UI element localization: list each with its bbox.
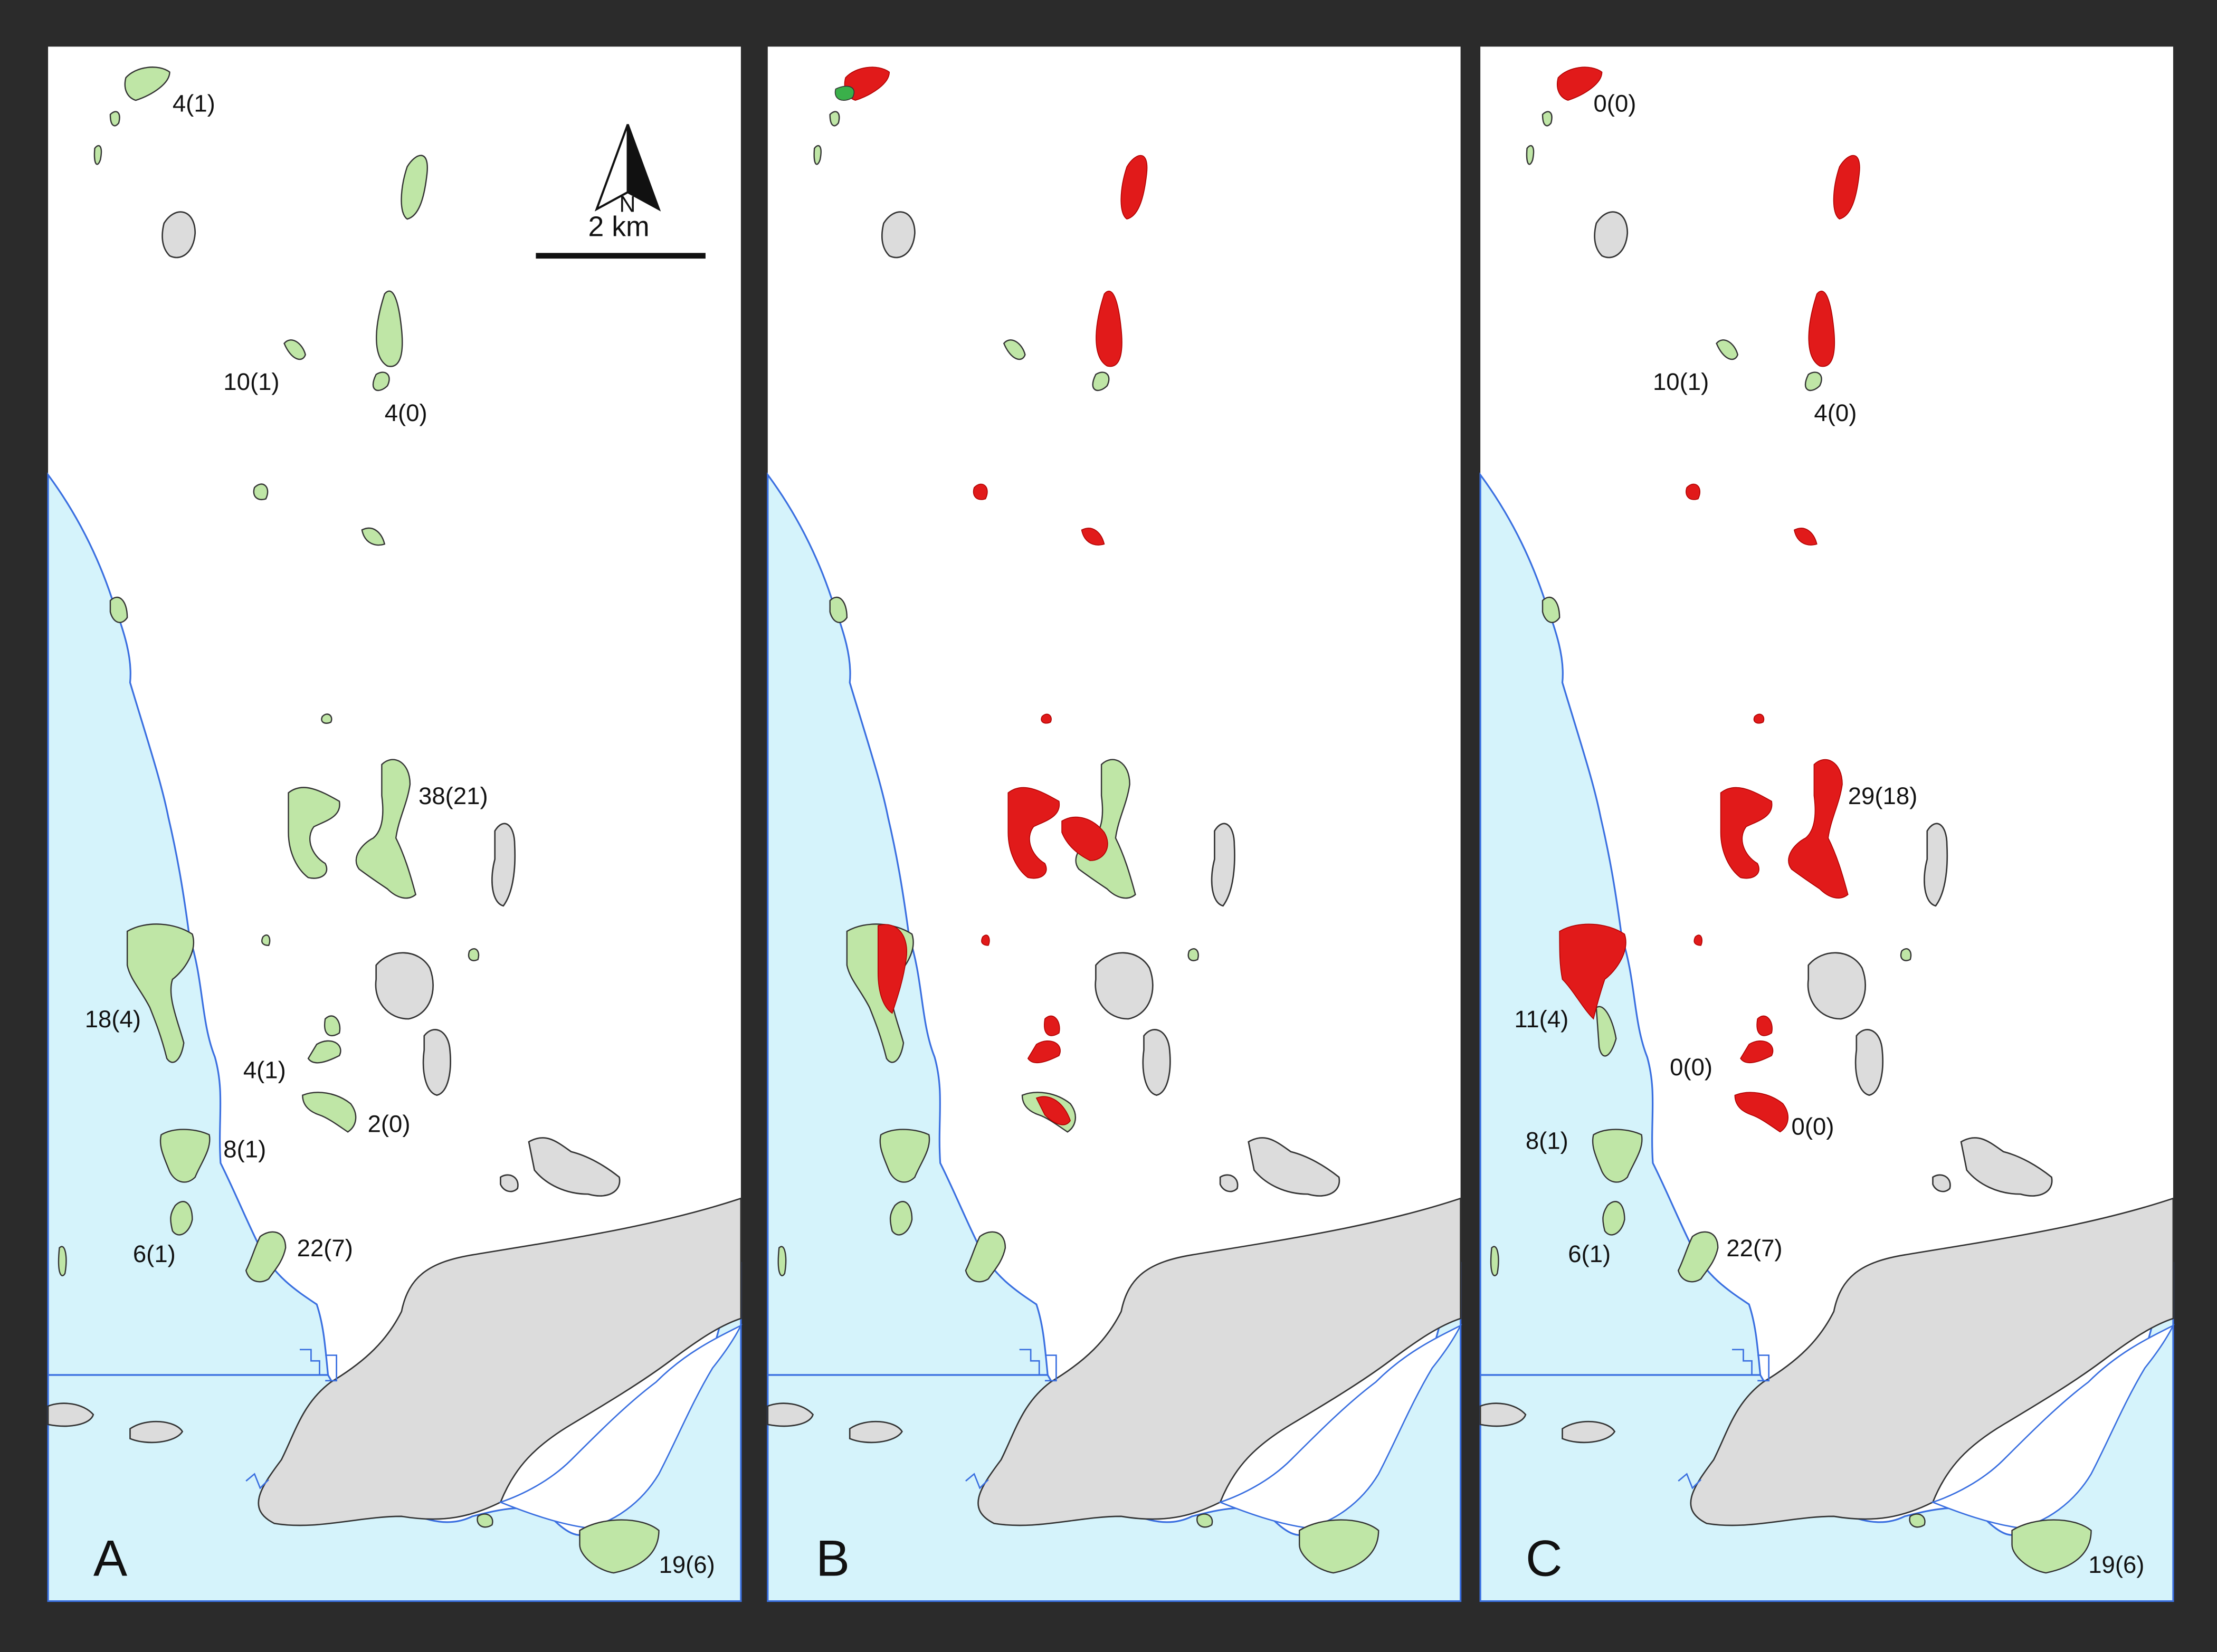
label-p9: 6(1) xyxy=(133,1240,176,1267)
label-p2: 10(1) xyxy=(223,368,279,395)
panel-letter-b: B xyxy=(816,1530,850,1587)
label-p8: 8(1) xyxy=(223,1136,266,1163)
label-p2: 10(1) xyxy=(1653,368,1709,395)
label-p3: 4(0) xyxy=(1814,399,1857,426)
panel-letter-a: A xyxy=(93,1530,128,1587)
label-p11: 19(6) xyxy=(2088,1551,2144,1578)
north-arrow-icon: N xyxy=(594,124,661,217)
label-p6: 4(1) xyxy=(243,1057,286,1084)
panel-a: N 2 km 4(1) 10(1) 4(0) 38(21) 18(4) 4(1)… xyxy=(47,46,742,1602)
label-p8: 8(1) xyxy=(1526,1128,1568,1154)
label-p1: 0(0) xyxy=(1593,90,1636,117)
patch-labels-a: 4(1) 10(1) 4(0) 38(21) 18(4) 4(1) 2(0) 8… xyxy=(85,90,715,1578)
label-p5: 11(4) xyxy=(1514,1006,1568,1033)
label-p6: 0(0) xyxy=(1670,1054,1712,1081)
label-p4: 29(18) xyxy=(1848,782,1918,809)
label-p4: 38(21) xyxy=(418,782,488,809)
label-p9: 6(1) xyxy=(1568,1240,1611,1267)
label-p7: 2(0) xyxy=(368,1110,411,1137)
patch-labels-c: 0(0) 10(1) 4(0) 29(18) 11(4) 0(0) 0(0) 8… xyxy=(1514,90,2144,1578)
scale-label: 2 km xyxy=(588,211,650,242)
label-p10: 22(7) xyxy=(1726,1235,1782,1262)
scale-bar: 2 km xyxy=(536,211,706,259)
panel-letter-c: C xyxy=(1526,1530,1563,1587)
label-p1: 4(1) xyxy=(173,90,215,117)
north-label: N xyxy=(619,192,635,217)
label-p11: 19(6) xyxy=(659,1551,715,1578)
label-p10: 22(7) xyxy=(297,1235,353,1262)
panel-c: 0(0) 10(1) 4(0) 29(18) 11(4) 0(0) 0(0) 8… xyxy=(1479,46,2174,1602)
label-p3: 4(0) xyxy=(385,399,427,426)
panel-b: B xyxy=(767,46,1462,1602)
label-p7: 0(0) xyxy=(1792,1113,1834,1140)
label-p5: 18(4) xyxy=(85,1006,141,1033)
